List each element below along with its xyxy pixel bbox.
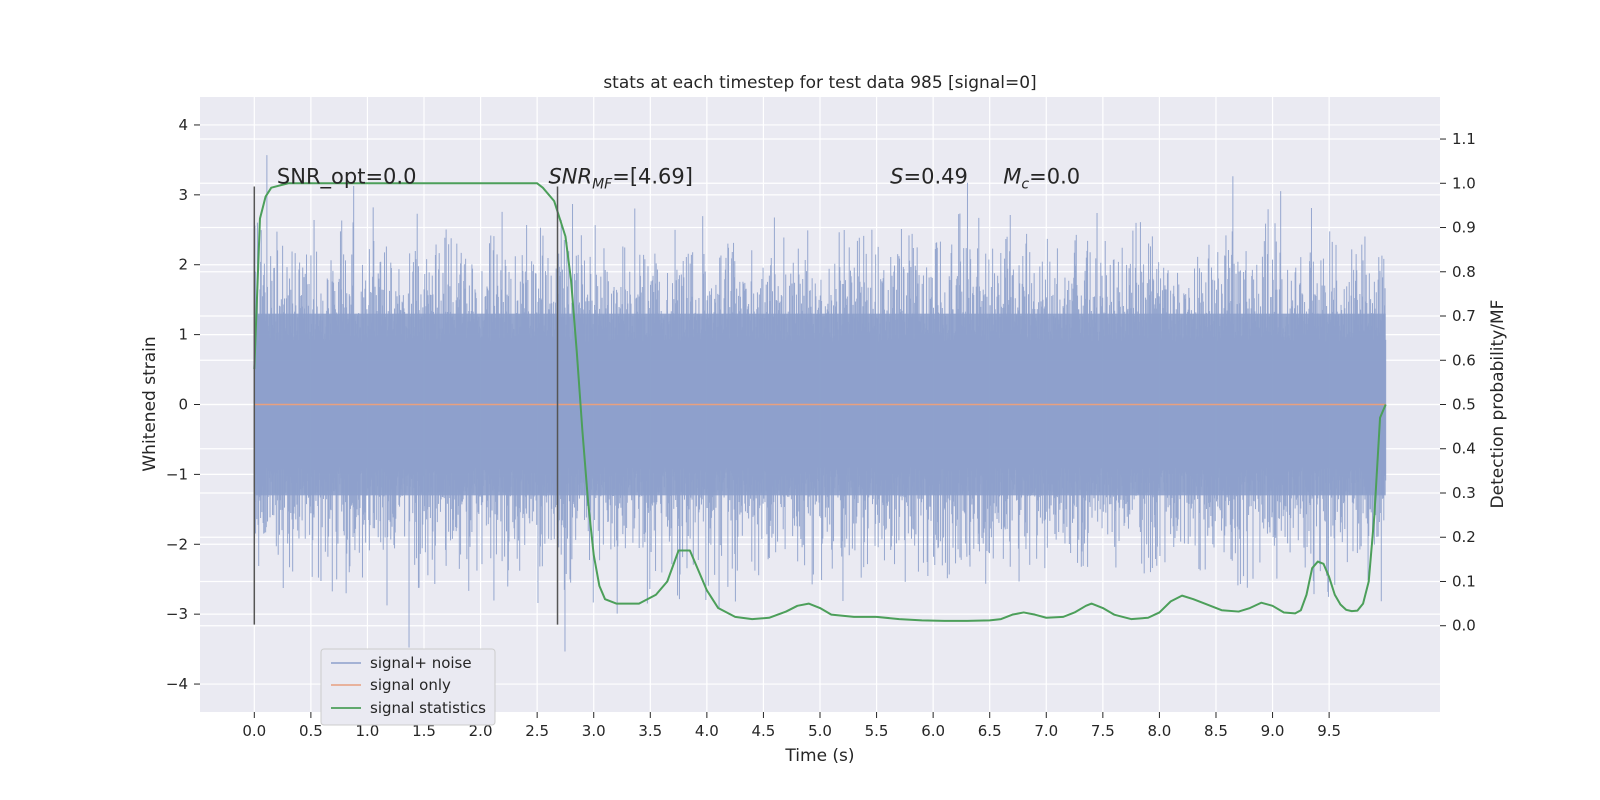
y2-tick-label: 0.8 bbox=[1452, 263, 1476, 281]
annotations: SNR_opt=0.0 SNRMF=[4.69] S=0.49 Mc=0.0 bbox=[277, 164, 1080, 192]
x-tick-label: 9.5 bbox=[1317, 722, 1341, 740]
y2-tick-label: 0.2 bbox=[1452, 528, 1476, 546]
y2-axis-label: Detection probability/MF bbox=[1488, 300, 1508, 509]
y-tick-label: 1 bbox=[178, 326, 188, 344]
y-axis-label: Whitened strain bbox=[140, 336, 160, 471]
x-tick-label: 8.5 bbox=[1204, 722, 1228, 740]
annotation: SNR_opt=0.0 bbox=[277, 164, 417, 189]
series-signal-statistics bbox=[253, 182, 1387, 622]
x-tick-label: 1.0 bbox=[356, 722, 380, 740]
x-tick-label: 0.0 bbox=[242, 722, 266, 740]
x-tick-label: 4.0 bbox=[695, 722, 719, 740]
y2-tick-label: 1.0 bbox=[1452, 174, 1476, 192]
y2-axis-ticks: 1.1 1.0 0.9 0.8 0.7 0.6 0.5 0.4 0.3 0.2 0.1 0.0 bbox=[1440, 130, 1476, 635]
y-tick-label: 3 bbox=[178, 186, 188, 204]
y-tick-label: 2 bbox=[178, 256, 188, 274]
legend: signal+ noise signal only signal statist… bbox=[320, 648, 496, 726]
x-tick-label: 9.0 bbox=[1261, 722, 1285, 740]
y2-tick-label: 0.3 bbox=[1452, 484, 1476, 502]
x-tick-label: 6.5 bbox=[978, 722, 1002, 740]
y-tick-label: 4 bbox=[178, 116, 188, 134]
chart-title: stats at each timestep for test data 985… bbox=[603, 73, 1036, 93]
x-tick-label: 7.5 bbox=[1091, 722, 1115, 740]
x-axis-ticks: 0.0 0.5 1.0 1.5 2.0 2.5 3.0 3.5 4.0 4.5 5.0 5.5 6.0 6… bbox=[242, 712, 1341, 740]
legend-label-signal-statistics: signal statistics bbox=[370, 699, 486, 717]
x-tick-label: 3.5 bbox=[638, 722, 662, 740]
annotation: Mc=0.0 bbox=[1003, 164, 1080, 192]
y-tick-label: 0 bbox=[178, 396, 188, 414]
y2-tick-label: 0.0 bbox=[1452, 617, 1476, 635]
y-tick-label: −1 bbox=[166, 465, 188, 483]
x-tick-label: 3.0 bbox=[582, 722, 606, 740]
marker-lines bbox=[253, 186, 559, 625]
y2-tick-label: 0.4 bbox=[1452, 440, 1476, 458]
y-tick-label: −2 bbox=[166, 535, 188, 553]
y2-tick-label: 0.9 bbox=[1452, 219, 1476, 237]
annotation: SNRMF=[4.69] bbox=[548, 164, 693, 192]
y2-tick-label: 0.7 bbox=[1452, 307, 1476, 325]
signal-statistics-line bbox=[253, 182, 1387, 622]
x-tick-label: 8.0 bbox=[1147, 722, 1171, 740]
x-axis-label: Time (s) bbox=[784, 746, 854, 766]
y-axis-ticks: 4 3 2 1 0 −1 −2 −3 −4 bbox=[166, 116, 200, 693]
x-tick-label: 1.5 bbox=[412, 722, 436, 740]
legend-label-signal-only: signal only bbox=[370, 676, 451, 694]
x-tick-label: 7.0 bbox=[1034, 722, 1058, 740]
x-tick-label: 5.0 bbox=[808, 722, 832, 740]
x-tick-label: 2.5 bbox=[525, 722, 549, 740]
x-tick-label: 5.5 bbox=[865, 722, 889, 740]
legend-box bbox=[320, 648, 496, 726]
annotation: S=0.49 bbox=[890, 164, 968, 188]
y-tick-label: −4 bbox=[166, 675, 188, 693]
y2-tick-label: 0.5 bbox=[1452, 396, 1476, 414]
x-tick-label: 4.5 bbox=[752, 722, 776, 740]
x-tick-label: 0.5 bbox=[299, 722, 323, 740]
y-tick-label: −3 bbox=[166, 605, 188, 623]
legend-label-signal-plus-noise: signal+ noise bbox=[370, 654, 472, 672]
y2-tick-label: 0.1 bbox=[1452, 572, 1476, 590]
y2-tick-label: 1.1 bbox=[1452, 130, 1476, 148]
x-tick-label: 6.0 bbox=[921, 722, 945, 740]
x-tick-label: 2.0 bbox=[469, 722, 493, 740]
y2-tick-label: 0.6 bbox=[1452, 351, 1476, 369]
